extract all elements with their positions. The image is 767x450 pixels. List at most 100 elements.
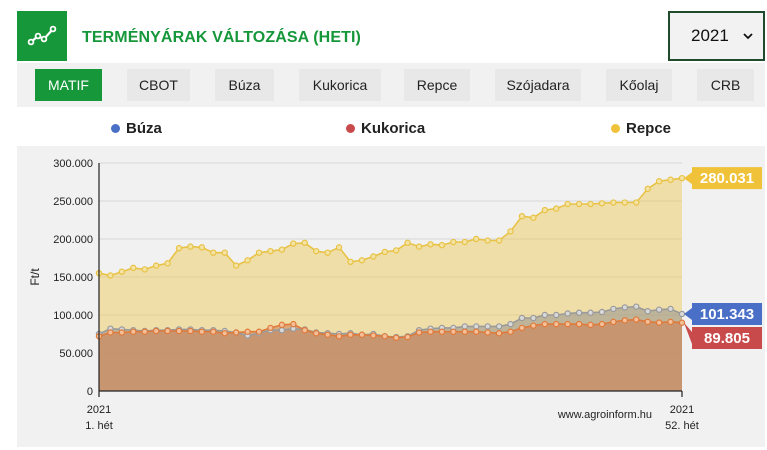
point-repce[interactable] [450, 238, 457, 246]
point-buza[interactable] [495, 323, 503, 330]
point-buza[interactable] [678, 310, 686, 318]
point-repce[interactable] [484, 237, 491, 244]
point-repce[interactable] [415, 243, 423, 250]
point-kukorica[interactable] [507, 328, 514, 335]
point-repce[interactable] [381, 248, 388, 256]
point-kukorica[interactable] [427, 328, 434, 335]
point-kukorica[interactable] [473, 328, 480, 335]
point-buza[interactable] [278, 326, 286, 334]
point-kukorica[interactable] [152, 327, 160, 335]
point-repce[interactable] [393, 247, 400, 254]
point-kukorica[interactable] [210, 328, 217, 335]
point-kukorica[interactable] [678, 319, 686, 326]
point-repce[interactable] [175, 244, 183, 252]
tab-buza[interactable]: Búza [215, 69, 274, 101]
point-buza[interactable] [667, 305, 674, 313]
point-repce[interactable] [358, 257, 366, 264]
point-repce[interactable] [187, 243, 194, 250]
tab-koolaj[interactable]: Kőolaj [606, 69, 672, 101]
tab-kukorica[interactable]: Kukorica [299, 69, 381, 101]
point-repce[interactable] [290, 240, 297, 247]
point-repce[interactable] [633, 199, 640, 206]
point-repce[interactable] [232, 262, 240, 269]
point-kukorica[interactable] [621, 317, 629, 324]
point-repce[interactable] [141, 266, 148, 273]
point-repce[interactable] [198, 244, 206, 251]
point-kukorica[interactable] [564, 320, 571, 328]
point-repce[interactable] [473, 235, 480, 243]
point-repce[interactable] [301, 239, 308, 246]
point-repce[interactable] [438, 241, 446, 249]
point-kukorica[interactable] [495, 330, 503, 337]
tab-cbot[interactable]: CBOT [127, 69, 190, 101]
point-buza[interactable] [484, 323, 491, 330]
point-kukorica[interactable] [461, 328, 469, 335]
point-repce[interactable] [130, 264, 137, 272]
point-kukorica[interactable] [267, 324, 274, 332]
point-kukorica[interactable] [221, 330, 228, 337]
point-repce[interactable] [587, 200, 594, 208]
point-buza[interactable] [530, 314, 537, 322]
point-kukorica[interactable] [541, 320, 549, 328]
point-kukorica[interactable] [358, 331, 366, 338]
point-repce[interactable] [461, 238, 469, 246]
point-kukorica[interactable] [484, 329, 491, 336]
point-kukorica[interactable] [518, 324, 526, 332]
point-buza[interactable] [541, 311, 549, 319]
point-repce[interactable] [312, 247, 320, 255]
point-buza[interactable] [587, 309, 594, 316]
point-kukorica[interactable] [175, 327, 183, 335]
point-kukorica[interactable] [324, 331, 331, 338]
point-kukorica[interactable] [290, 320, 297, 328]
point-buza[interactable] [461, 323, 469, 330]
point-buza[interactable] [518, 314, 526, 322]
point-repce[interactable] [255, 249, 263, 256]
point-kukorica[interactable] [575, 320, 583, 328]
point-kukorica[interactable] [438, 328, 446, 335]
point-repce[interactable] [621, 199, 629, 206]
point-kukorica[interactable] [130, 328, 137, 335]
point-repce[interactable] [564, 200, 571, 208]
point-buza[interactable] [655, 306, 663, 313]
year-select[interactable]: 2021 [668, 11, 765, 61]
logo[interactable] [17, 11, 67, 61]
point-kukorica[interactable] [667, 318, 674, 326]
point-kukorica[interactable] [244, 328, 251, 335]
point-kukorica[interactable] [278, 321, 286, 329]
point-repce[interactable] [278, 246, 286, 253]
point-repce[interactable] [541, 206, 549, 214]
point-repce[interactable] [553, 205, 560, 212]
point-kukorica[interactable] [655, 319, 663, 326]
legend-item-repce[interactable]: Repce [611, 120, 671, 137]
point-repce[interactable] [678, 174, 686, 182]
point-repce[interactable] [244, 257, 251, 264]
point-repce[interactable] [164, 260, 171, 267]
point-repce[interactable] [210, 249, 217, 256]
point-kukorica[interactable] [232, 329, 240, 336]
point-kukorica[interactable] [530, 322, 537, 329]
point-repce[interactable] [267, 247, 274, 255]
point-buza[interactable] [473, 323, 480, 330]
point-kukorica[interactable] [335, 333, 343, 340]
point-kukorica[interactable] [404, 333, 411, 341]
point-kukorica[interactable] [633, 316, 640, 323]
point-kukorica[interactable] [164, 327, 171, 335]
point-repce[interactable] [667, 176, 674, 183]
point-kukorica[interactable] [644, 318, 651, 326]
tab-matif[interactable]: MATIF [35, 69, 102, 101]
point-repce[interactable] [598, 200, 606, 207]
point-repce[interactable] [495, 237, 503, 244]
point-repce[interactable] [370, 253, 377, 260]
point-kukorica[interactable] [118, 329, 126, 336]
point-buza[interactable] [575, 309, 583, 316]
point-repce[interactable] [427, 241, 434, 248]
point-buza[interactable] [610, 305, 617, 313]
point-kukorica[interactable] [598, 320, 606, 328]
point-kukorica[interactable] [198, 328, 206, 335]
point-kukorica[interactable] [255, 328, 263, 335]
point-kukorica[interactable] [415, 329, 423, 336]
point-buza[interactable] [633, 303, 640, 310]
point-kukorica[interactable] [553, 320, 560, 328]
point-repce[interactable] [610, 199, 617, 206]
point-kukorica[interactable] [393, 334, 400, 341]
